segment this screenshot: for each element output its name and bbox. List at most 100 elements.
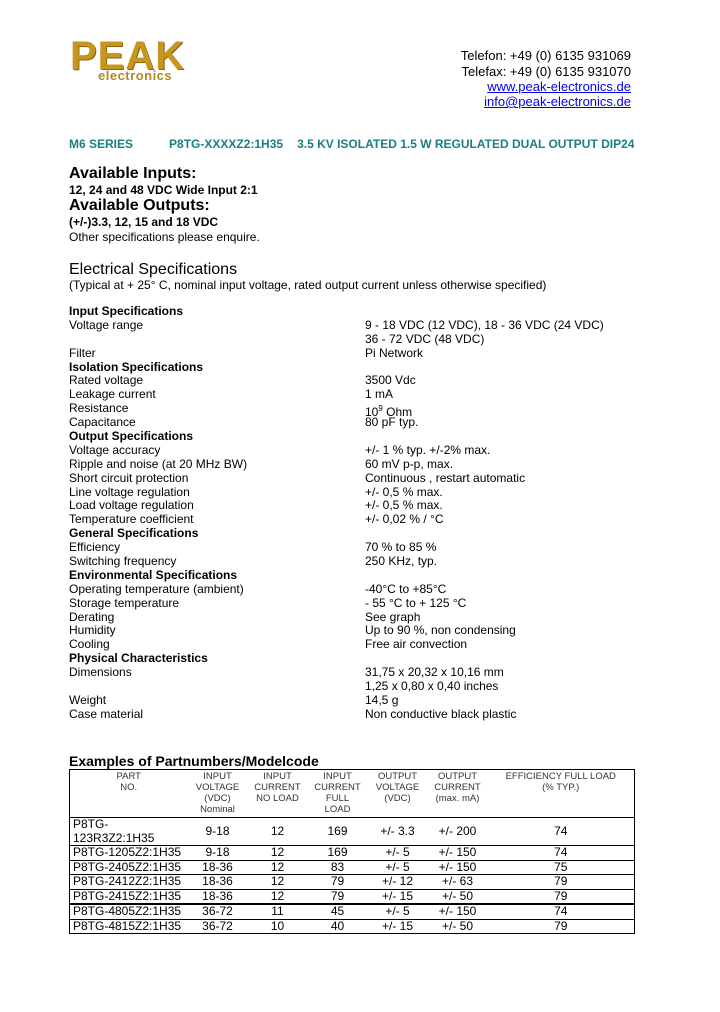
spec-value-text: +/- 0,5 % max. bbox=[365, 484, 443, 499]
spec-value-text: 10 bbox=[365, 405, 379, 420]
column-header: PART NO. bbox=[70, 770, 188, 818]
table-row: P8TG-2412Z2:1H35 18-36 12 79 +/- 12 +/- 63 79 bbox=[69, 874, 635, 889]
spec-row: Humidity Up to 90 %, non condensing bbox=[69, 624, 669, 638]
spec-row: Line voltage regulation +/- 0,5 % max. bbox=[69, 484, 669, 500]
column-header-line: PART bbox=[116, 771, 141, 782]
table-cell: 169 bbox=[307, 817, 368, 846]
spec-value-unit: Ohm bbox=[382, 405, 413, 420]
spec-value-text: 3500 Vdc bbox=[365, 373, 416, 388]
spec-section-heading: Environmental Specifications bbox=[69, 567, 669, 583]
spec-label: Filter bbox=[69, 345, 96, 360]
table-cell: P8TG-4805Z2:1H35 bbox=[69, 903, 188, 919]
spec-value: 9 - 18 VDC (12 VDC), 18 - 36 VDC (24 VDC… bbox=[365, 318, 604, 333]
spec-label: Environmental Specifications bbox=[69, 567, 238, 582]
table-cell: 79 bbox=[487, 918, 635, 934]
outputs-heading: Available Outputs: bbox=[69, 197, 210, 214]
spec-value: +/- 0,02 % / °C bbox=[365, 512, 444, 527]
email-link[interactable]: info@peak-electronics.de bbox=[484, 94, 631, 109]
spec-value-text: 60 mV p-p, max. bbox=[365, 456, 454, 471]
table-cell: P8TG-2405Z2:1H35 bbox=[69, 859, 188, 875]
spec-label: Line voltage regulation bbox=[69, 484, 190, 499]
spec-value: 109 Ohm bbox=[365, 402, 412, 420]
table-cell: 36-72 bbox=[187, 918, 248, 934]
table-cell: 45 bbox=[307, 903, 368, 919]
spec-label: Rated voltage bbox=[69, 373, 144, 388]
table-cell: +/- 50 bbox=[427, 918, 488, 934]
spec-label: Dimensions bbox=[69, 665, 132, 680]
table-cell: 9-18 bbox=[187, 817, 248, 846]
spec-list: Input Specifications Voltage range 9 - 18 … bbox=[69, 304, 669, 722]
table-cell: +/- 5 bbox=[367, 903, 428, 919]
spec-value: +/- 1 % typ. +/-2% max. bbox=[365, 442, 491, 458]
table-cell: P8TG-2412Z2:1H35 bbox=[69, 874, 188, 889]
table-cell: +/- 150 bbox=[427, 903, 488, 919]
spec-value-text: 80 pF typ. bbox=[365, 415, 419, 430]
spec-label: Operating temperature (ambient) bbox=[69, 581, 244, 596]
spec-row: Filter Pi Network bbox=[69, 345, 669, 361]
table-cell: P8TG-2415Z2:1H35 bbox=[69, 888, 188, 904]
spec-row: Leakage current 1 mA bbox=[69, 387, 669, 402]
column-header: INPUT VOLTAGE (VDC) Nominal bbox=[188, 770, 248, 818]
spec-value-text: 70 % to 85 % bbox=[365, 540, 437, 555]
table-cell: 18-36 bbox=[187, 859, 248, 875]
spec-value: - 55 °C to + 125 °C bbox=[365, 596, 466, 611]
table-cell: 10 bbox=[247, 918, 308, 934]
spec-value-text: 14,5 g bbox=[365, 692, 399, 707]
spec-row: Load voltage regulation +/- 0,5 % max. bbox=[69, 499, 669, 513]
table-cell: P8TG-123R3Z2:1H35 bbox=[69, 817, 188, 846]
table-header-row: PART NO. INPUT VOLTAGE (VDC) Nominal INPUT CURR… bbox=[70, 770, 635, 818]
spec-value: 70 % to 85 % bbox=[365, 540, 437, 555]
table-cell: +/- 15 bbox=[367, 918, 428, 934]
table-cell: +/- 15 bbox=[367, 888, 428, 904]
spec-label: Resistance bbox=[69, 401, 129, 416]
spec-label: Voltage accuracy bbox=[69, 442, 161, 457]
spec-value: 31,75 x 20,32 x 10,16 mm bbox=[365, 665, 504, 680]
spec-row: Ripple and noise (at 20 MHz BW) 60 mV p-p… bbox=[69, 456, 669, 472]
column-header-line: INPUT bbox=[263, 771, 292, 782]
table-cell: 79 bbox=[487, 888, 635, 904]
spec-label: Case material bbox=[69, 706, 144, 721]
spec-row: Capacitance 80 pF typ. bbox=[69, 415, 669, 430]
examples-heading: Examples of Partnumbers/Modelcode bbox=[69, 753, 319, 769]
peak-logo-subtitle: electronics bbox=[98, 68, 173, 83]
spec-value-text: Up to 90 %, non condensing bbox=[365, 623, 516, 638]
spec-row: Derating See graph bbox=[69, 610, 669, 625]
inputs-heading: Available Inputs: bbox=[69, 165, 197, 182]
column-header-line: Nominal bbox=[200, 804, 235, 815]
table-cell: P8TG-4815Z2:1H35 bbox=[69, 918, 188, 934]
spec-value: Continuous , restart automatic bbox=[365, 471, 525, 486]
electrical-note: (Typical at + 25° C, nominal input volta… bbox=[69, 278, 547, 292]
column-header: OUTPUT VOLTAGE (VDC) bbox=[368, 770, 428, 818]
spec-row: Resistance 109 Ohm bbox=[69, 401, 669, 419]
spec-label: Cooling bbox=[69, 637, 110, 652]
spec-section-heading: Isolation Specifications bbox=[69, 360, 669, 375]
table-cell: 9-18 bbox=[187, 845, 248, 860]
spec-value-text: -40°C to +85°C bbox=[365, 581, 447, 596]
table-cell: 18-36 bbox=[187, 888, 248, 904]
table-cell: 79 bbox=[307, 888, 368, 904]
spec-value: 80 pF typ. bbox=[365, 415, 419, 430]
table-cell: 40 bbox=[307, 918, 368, 934]
spec-label: Short circuit protection bbox=[69, 470, 189, 485]
spec-label: Switching frequency bbox=[69, 554, 177, 569]
column-header-line: VOLTAGE bbox=[375, 782, 420, 793]
website-link[interactable]: www.peak-electronics.de bbox=[487, 79, 631, 94]
spec-row: Voltage range 9 - 18 VDC (12 VDC), 18 - 3… bbox=[69, 318, 669, 333]
spec-value: -40°C to +85°C bbox=[365, 581, 447, 597]
spec-row: Cooling Free air convection bbox=[69, 637, 669, 652]
table-cell: +/- 5 bbox=[367, 845, 428, 860]
spec-value-text: 1,25 x 0,80 x 0,40 inches bbox=[365, 679, 499, 694]
spec-label: Efficiency bbox=[69, 540, 121, 555]
spec-label: Capacitance bbox=[69, 415, 136, 430]
table-cell: 12 bbox=[247, 845, 308, 860]
column-header-line: LOAD bbox=[324, 804, 351, 815]
spec-value-text: +/- 0,5 % max. bbox=[365, 498, 443, 513]
spec-value-text: Non conductive black plastic bbox=[365, 706, 517, 721]
spec-value-text: +/- 1 % typ. +/-2% max. bbox=[365, 442, 491, 457]
table-cell: 79 bbox=[487, 874, 635, 889]
inputs-text: 12, 24 and 48 VDC Wide Input 2:1 bbox=[69, 183, 258, 197]
column-header-line: OUTPUT bbox=[437, 771, 478, 782]
series-name: M6 SERIES bbox=[69, 137, 134, 151]
spec-section-heading: General Specifications bbox=[69, 526, 669, 541]
table-cell: 79 bbox=[307, 874, 368, 889]
